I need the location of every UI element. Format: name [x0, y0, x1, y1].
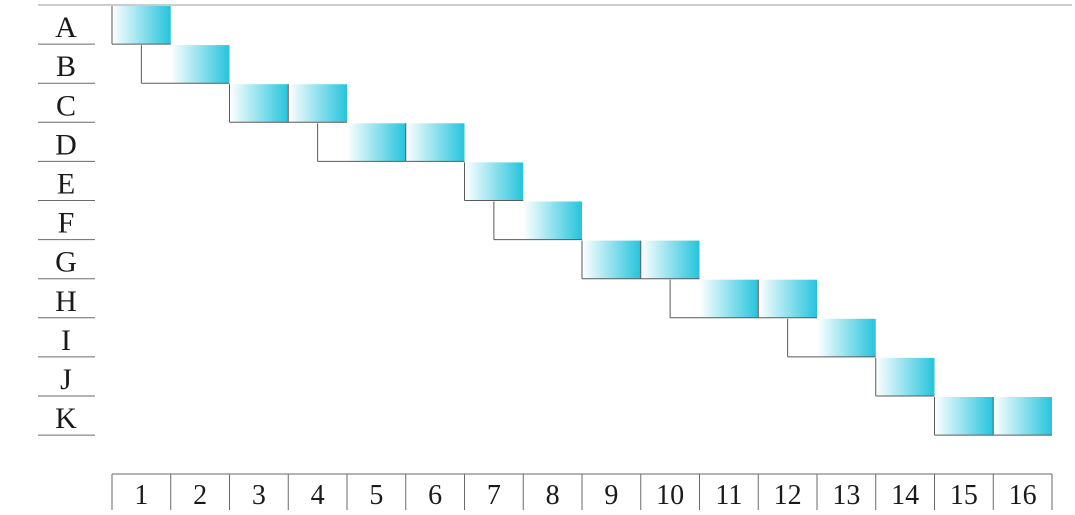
row-label-b: B	[56, 50, 76, 83]
row-label-e: E	[57, 168, 75, 201]
x-tick-label-8: 8	[546, 480, 560, 511]
row-label-f: F	[58, 207, 75, 240]
task-segment	[699, 279, 759, 318]
x-tick-label-5: 5	[369, 480, 383, 511]
row-label-k: K	[55, 402, 77, 435]
task-segment	[112, 6, 171, 45]
x-tick-label-14: 14	[891, 480, 919, 511]
x-tick-label-12: 12	[774, 480, 802, 511]
task-bar-j	[875, 357, 935, 397]
row-label-j: J	[60, 363, 72, 396]
x-tick-label-6: 6	[428, 480, 442, 511]
row-label-a: A	[55, 11, 77, 44]
x-tick-label-9: 9	[604, 480, 618, 511]
task-bar-d	[317, 123, 465, 162]
task-bar-f	[493, 201, 582, 241]
task-segment	[464, 162, 524, 201]
x-tick-label-10: 10	[656, 480, 684, 511]
task-segment	[993, 397, 1052, 436]
task-segment	[875, 357, 935, 396]
row-label-g: G	[55, 246, 77, 279]
x-tick-label-11: 11	[715, 480, 742, 511]
task-segment	[758, 279, 817, 318]
task-bar-a	[111, 6, 171, 45]
task-segment	[934, 397, 994, 436]
x-tick-label-16: 16	[1009, 480, 1037, 511]
row-label-h: H	[55, 285, 77, 318]
task-bar-h	[669, 279, 817, 319]
task-bar-i	[787, 318, 876, 358]
task-bar-g	[581, 240, 700, 280]
task-segment	[640, 240, 700, 279]
task-segment	[170, 45, 230, 84]
row-label-d: D	[55, 128, 77, 161]
x-tick-label-3: 3	[252, 480, 266, 511]
task-segment	[523, 201, 582, 240]
task-bar-k	[934, 397, 1052, 436]
x-tick-label-15: 15	[950, 480, 978, 511]
task-segment	[405, 123, 465, 162]
task-bar-e	[464, 162, 524, 201]
x-tick-label-7: 7	[487, 480, 501, 511]
task-segment	[288, 84, 347, 123]
x-tick-label-13: 13	[832, 480, 860, 511]
row-label-i: I	[61, 324, 71, 357]
task-segment	[582, 240, 641, 279]
task-segment	[229, 84, 289, 123]
x-tick-label-1: 1	[134, 480, 148, 511]
x-tick-label-2: 2	[193, 480, 207, 511]
row-label-c: C	[56, 89, 76, 122]
x-tick-label-4: 4	[311, 480, 325, 511]
task-bar-c	[229, 84, 347, 123]
task-segment	[347, 123, 406, 162]
task-bar-b	[140, 45, 230, 84]
task-segment	[817, 318, 876, 357]
